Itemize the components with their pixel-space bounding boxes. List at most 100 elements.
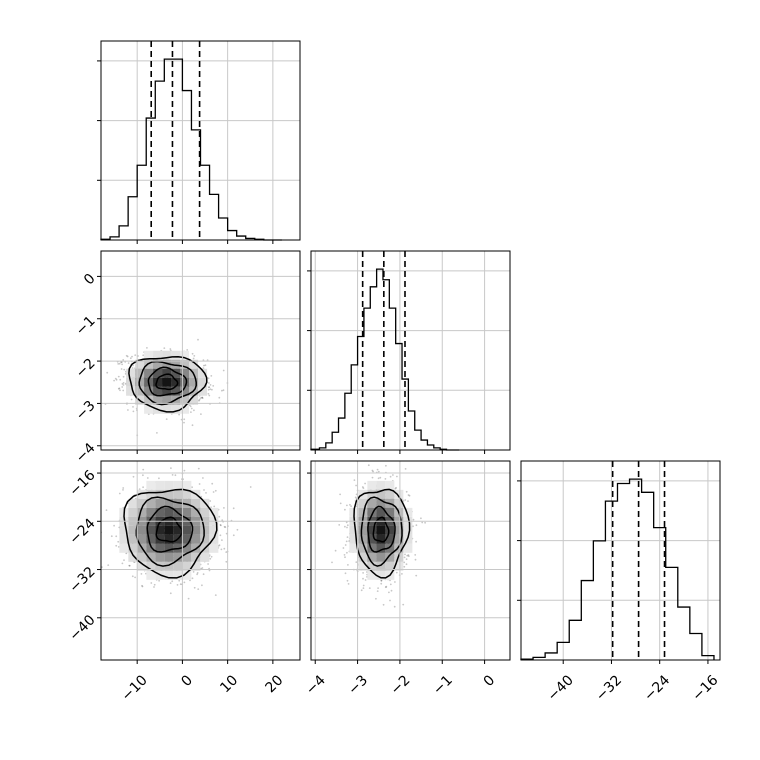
scatter-point [146,477,149,479]
scatter-point [117,363,120,365]
scatter-point [232,534,235,537]
panel-hist-p1 [97,40,301,244]
density-cell [394,543,404,553]
density-cell [137,507,147,517]
scatter-point [126,355,129,358]
axes-frame [100,40,301,241]
density-cell [146,525,156,535]
density-cell [180,386,190,396]
contour-line [147,366,188,397]
plot-area [311,251,510,450]
scatter-point [407,500,409,502]
density-cell [155,525,165,535]
scatter-point [362,587,365,589]
scatter-point [153,583,156,586]
scatter-point [191,424,194,427]
density-cell [358,498,368,508]
scatter-point [223,525,226,528]
density-cell [191,534,201,544]
density-cell [367,480,377,490]
scatter-point [223,507,225,509]
scatter-point [130,398,133,401]
scatter-point [171,474,174,476]
scatter-point [339,493,341,496]
scatter-point [404,553,406,556]
scatter-point [129,357,132,360]
scatter-point [360,589,363,592]
scatter-point [141,584,143,587]
density-cell [144,350,154,360]
scatter-point [132,475,135,478]
scatter-point [117,387,120,390]
scatter-point [196,573,199,576]
scatter-point [203,489,205,491]
scatter-point [377,477,380,480]
scatter-point [345,521,348,524]
density-cell [162,368,172,378]
scatter-point [189,405,192,408]
density-cell [191,507,201,517]
scatter-point [405,563,408,566]
scatter-point [346,504,348,507]
density-cell [180,395,190,405]
density-cell [394,489,404,499]
density-cell [162,377,172,387]
density-cell [146,543,156,553]
scatter-point [202,359,205,361]
density-cell [155,498,165,508]
density-cell [155,543,165,553]
scatter-point [362,577,364,580]
density-cell [189,377,199,387]
scatter-point [134,354,137,356]
density-cell [385,534,395,544]
density-cell [182,498,192,508]
density-cell [135,386,145,396]
x-tick-label: −24 [641,672,673,704]
scatter-point [412,525,414,528]
scatter-point [117,546,120,548]
density-cell [162,386,172,396]
panel-scatter-p1-p3 [97,460,301,664]
scatter-point [153,586,155,588]
scatter-point [214,489,217,492]
scatter-point [202,477,204,479]
scatter-point [132,364,134,367]
density-cell [137,561,147,571]
scatter-layer [331,464,426,608]
density-cell [144,368,154,378]
scatter-point [420,517,422,520]
density-cell [135,359,145,369]
scatter-point [142,468,145,471]
scatter-point [121,363,123,366]
scatter-point [131,355,133,358]
scatter-point [355,561,358,563]
scatter-point [171,580,174,583]
density-cell [155,561,165,571]
axes-frame [100,250,301,451]
scatter-point [196,572,199,574]
scatter-point [210,375,213,377]
scatter-point [142,486,145,489]
density-cell [191,525,201,535]
axes-frame [310,250,511,451]
density-cell [182,561,192,571]
density-cell [119,525,129,535]
density-cell [128,507,138,517]
density-cell [200,534,210,544]
scatter-point [132,406,134,408]
scatter-point [362,572,364,574]
scatter-point [376,468,379,471]
x-tick-label: −40 [545,672,577,704]
scatter-point [368,587,371,589]
scatter-point [210,555,213,558]
density-cell [180,350,190,360]
scatter-point [115,544,118,547]
scatter-point [191,486,194,489]
y-tick-label: −16 [66,467,98,499]
x-tick-label: −16 [689,672,721,704]
density-cell [189,359,199,369]
density-cell [171,350,181,360]
contour-line [135,496,205,567]
y-tick-label: −40 [66,612,98,644]
